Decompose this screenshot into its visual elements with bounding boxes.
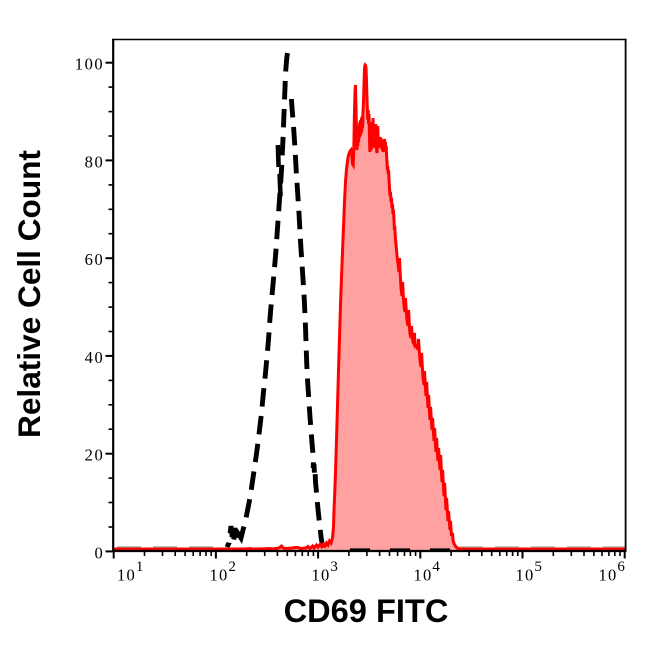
svg-text:0: 0 (94, 543, 104, 562)
svg-text:60: 60 (85, 250, 105, 269)
svg-text:CD69 FITC: CD69 FITC (284, 592, 449, 629)
svg-text:40: 40 (85, 348, 105, 367)
svg-text:80: 80 (85, 152, 105, 171)
svg-text:100: 100 (75, 55, 105, 74)
svg-text:Relative Cell Count: Relative Cell Count (11, 150, 47, 438)
svg-text:20: 20 (85, 446, 105, 465)
